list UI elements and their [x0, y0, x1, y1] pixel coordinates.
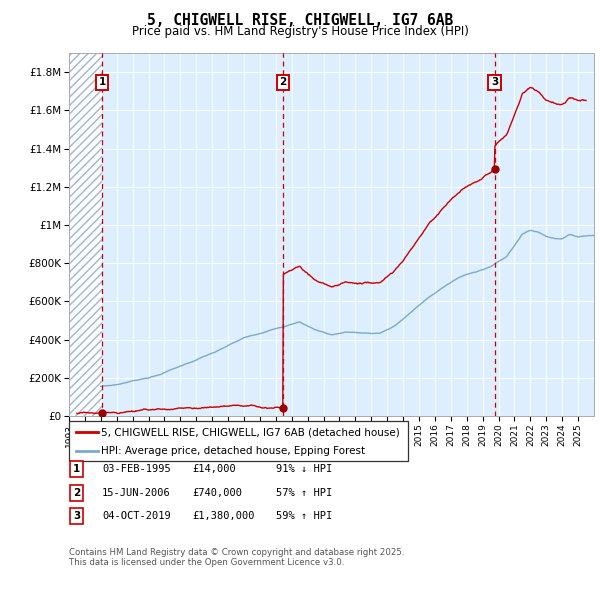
Text: 15-JUN-2006: 15-JUN-2006 [102, 488, 171, 497]
Text: 3: 3 [73, 512, 80, 521]
Text: 3: 3 [491, 77, 498, 87]
Text: 1: 1 [73, 464, 80, 474]
Text: 57% ↑ HPI: 57% ↑ HPI [276, 488, 332, 497]
Text: 5, CHIGWELL RISE, CHIGWELL, IG7 6AB: 5, CHIGWELL RISE, CHIGWELL, IG7 6AB [147, 13, 453, 28]
Text: £14,000: £14,000 [192, 464, 236, 474]
Text: 04-OCT-2019: 04-OCT-2019 [102, 512, 171, 521]
Text: 59% ↑ HPI: 59% ↑ HPI [276, 512, 332, 521]
Text: Price paid vs. HM Land Registry's House Price Index (HPI): Price paid vs. HM Land Registry's House … [131, 25, 469, 38]
Text: This data is licensed under the Open Government Licence v3.0.: This data is licensed under the Open Gov… [69, 558, 344, 566]
Text: 2: 2 [280, 77, 287, 87]
Text: 5, CHIGWELL RISE, CHIGWELL, IG7 6AB (detached house): 5, CHIGWELL RISE, CHIGWELL, IG7 6AB (det… [101, 427, 400, 437]
Text: Contains HM Land Registry data © Crown copyright and database right 2025.: Contains HM Land Registry data © Crown c… [69, 548, 404, 556]
Text: HPI: Average price, detached house, Epping Forest: HPI: Average price, detached house, Eppi… [101, 445, 365, 455]
Text: 2: 2 [73, 488, 80, 497]
Text: £1,380,000: £1,380,000 [192, 512, 254, 521]
Text: £740,000: £740,000 [192, 488, 242, 497]
Text: 03-FEB-1995: 03-FEB-1995 [102, 464, 171, 474]
Text: 1: 1 [98, 77, 106, 87]
Text: 91% ↓ HPI: 91% ↓ HPI [276, 464, 332, 474]
